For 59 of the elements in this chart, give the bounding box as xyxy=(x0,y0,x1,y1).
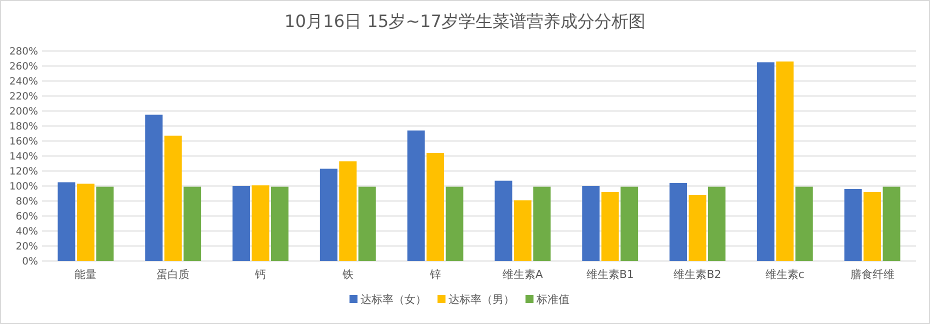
bar xyxy=(232,186,250,261)
x-tick-label: 膳食纤维 xyxy=(850,268,894,281)
legend-label: 达标率（男） xyxy=(448,293,514,306)
y-tick-label: 180% xyxy=(9,122,38,132)
x-tick-label: 蛋白质 xyxy=(156,268,190,281)
x-tick-label: 钙 xyxy=(254,268,266,281)
bar xyxy=(844,189,862,261)
x-tick-label: 维生素B1 xyxy=(586,268,634,281)
bar xyxy=(96,186,114,261)
bar xyxy=(252,185,270,261)
bar xyxy=(620,186,638,261)
y-tick-label: 0% xyxy=(22,256,38,268)
bar xyxy=(864,192,882,261)
bar xyxy=(164,136,182,261)
bar xyxy=(407,130,425,261)
bar xyxy=(776,62,794,261)
y-tick-label: 60% xyxy=(16,212,38,222)
bar xyxy=(670,183,688,261)
y-tick-label: 160% xyxy=(9,136,38,148)
y-tick-label: 40% xyxy=(16,226,38,238)
y-tick-label: 100% xyxy=(9,182,38,192)
bar xyxy=(76,184,94,261)
legend-label: 标准值 xyxy=(536,293,570,306)
legend-label: 达标率（女） xyxy=(360,293,426,306)
y-tick-label: 260% xyxy=(9,62,38,72)
bar xyxy=(882,186,900,261)
bar xyxy=(145,114,163,261)
bar xyxy=(708,186,726,261)
y-tick-label: 120% xyxy=(9,166,38,178)
bar xyxy=(494,180,512,261)
x-tick-label: 铁 xyxy=(341,268,354,281)
y-tick-label: 200% xyxy=(9,106,38,118)
x-tick-label: 维生素c xyxy=(765,268,804,281)
x-tick-label: 维生素B2 xyxy=(674,268,722,281)
y-tick-label: 140% xyxy=(9,152,38,162)
bar xyxy=(320,168,338,261)
bar xyxy=(184,186,202,261)
y-tick-label: 80% xyxy=(16,196,38,208)
bar xyxy=(795,186,813,261)
y-tick-label: 220% xyxy=(9,92,38,102)
bar xyxy=(533,186,551,261)
x-tick-label: 维生素A xyxy=(502,268,544,281)
bar xyxy=(601,192,619,261)
bar xyxy=(358,186,376,261)
y-tick-label: 240% xyxy=(9,76,38,88)
chart-title: 10月16日 15岁~17岁学生菜谱营养成分分析图 xyxy=(284,12,646,32)
x-tick-label: 能量 xyxy=(74,268,97,281)
bar xyxy=(688,195,706,261)
bar xyxy=(58,182,76,261)
bar xyxy=(270,186,288,261)
bar xyxy=(426,153,444,261)
y-tick-label: 280% xyxy=(9,46,38,58)
bar xyxy=(756,62,774,261)
bar xyxy=(582,186,600,261)
x-tick-label: 锌 xyxy=(428,268,441,281)
bar xyxy=(446,186,464,261)
y-tick-label: 20% xyxy=(16,242,38,252)
bar xyxy=(339,161,357,261)
bar xyxy=(514,200,532,261)
